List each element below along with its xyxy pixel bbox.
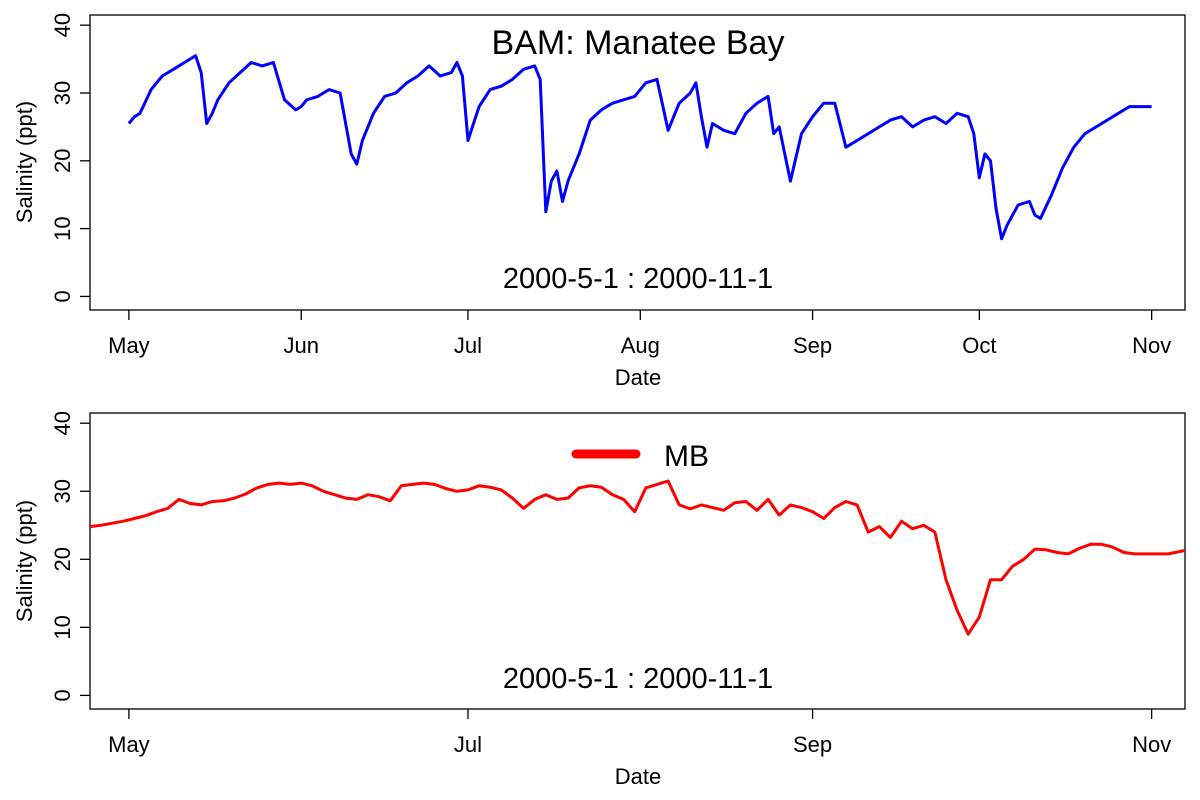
x-tick-label: Jul [454,333,482,358]
x-axis-label-bottom: Date [615,764,661,789]
y-axis-label-bottom: Salinity (ppt) [12,500,37,622]
x-tick-label: May [108,333,150,358]
x-axis-bottom: May Jul Sep Nov [108,709,1171,757]
y-axis-top: 0 10 20 30 40 [50,13,90,303]
y-tick-label: 20 [50,149,75,173]
salinity-series-line-top [127,54,1152,241]
y-tick-label: 0 [50,689,75,701]
y-tick-label: 10 [50,615,75,639]
y-tick-label: 20 [50,547,75,571]
x-tick-label: Oct [962,333,996,358]
x-tick-label: May [108,732,150,757]
salinity-series-line-bottom [90,479,1185,636]
x-tick-label: Nov [1132,732,1171,757]
date-range-annotation-bottom: 2000-5-1 : 2000-11-1 [503,663,773,695]
legend: MB [571,440,709,473]
chart-top-panel: 0 10 20 30 40 May Jun Jul Aug Sep Oct Nov BAM: Man… [12,13,1186,390]
x-tick-label: Jul [454,732,482,757]
legend-label-mb: MB [664,440,709,473]
y-tick-label: 40 [50,13,75,37]
x-tick-label: Sep [793,732,832,757]
y-axis-label-top: Salinity (ppt) [12,101,37,223]
x-tick-label: Nov [1132,333,1171,358]
plot-frame-top [89,14,1186,311]
chart-title: BAM: Manatee Bay [492,24,785,62]
y-tick-label: 40 [50,411,75,435]
x-tick-label: Aug [621,333,660,358]
x-axis-label-top: Date [615,365,661,390]
y-tick-label: 30 [50,479,75,503]
plot-frame-bottom [89,412,1186,710]
x-axis-top: May Jun Jul Aug Sep Oct Nov [108,310,1171,358]
x-tick-label: Jun [283,333,318,358]
series-layer-bottom [90,479,1185,636]
x-tick-label: Sep [793,333,832,358]
chart-bottom-panel: 0 10 20 30 40 May Jul Sep Nov MB 2000-5-1 : 200… [12,411,1186,789]
y-axis-bottom: 0 10 20 30 40 [50,411,90,702]
date-range-annotation-top: 2000-5-1 : 2000-11-1 [503,263,773,295]
y-tick-label: 30 [50,81,75,105]
y-tick-label: 0 [50,290,75,302]
series-layer-top [127,54,1152,241]
y-tick-label: 10 [50,216,75,240]
